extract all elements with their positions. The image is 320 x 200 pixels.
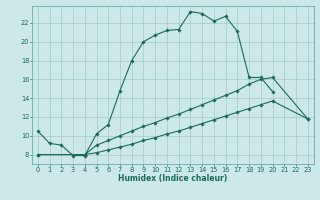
X-axis label: Humidex (Indice chaleur): Humidex (Indice chaleur) (118, 174, 228, 183)
